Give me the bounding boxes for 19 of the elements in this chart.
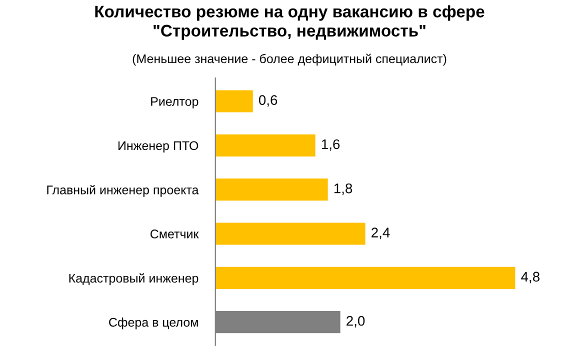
y-tick-label: Кадастровый инженер [69,273,198,286]
data-label: 0,6 [258,95,278,107]
y-tick-label: Сфера в целом [109,318,198,330]
y-tick-label: Сметчик [150,230,199,238]
data-label: 1,6 [322,139,340,151]
bar [215,178,328,201]
y-tick-label: Инженер ПТО [118,141,198,153]
bar [215,266,516,289]
bar [215,134,316,156]
chart-subtitle: (Меньшее значение - более дефицитный специалист) [132,54,446,66]
data-label: 2,0 [346,316,365,328]
y-tick-label: Риелтор [151,97,198,108]
bar [215,90,253,112]
bar [215,222,366,245]
chart-title: Количество резюме на одну вакансию в сфере "Строительство, недвижимость" [95,5,484,40]
data-label: 1,8 [334,183,352,195]
y-tick-label: Главный инженер проекта [47,184,199,197]
data-label: 4,8 [521,272,540,284]
data-label: 2,4 [372,228,390,240]
